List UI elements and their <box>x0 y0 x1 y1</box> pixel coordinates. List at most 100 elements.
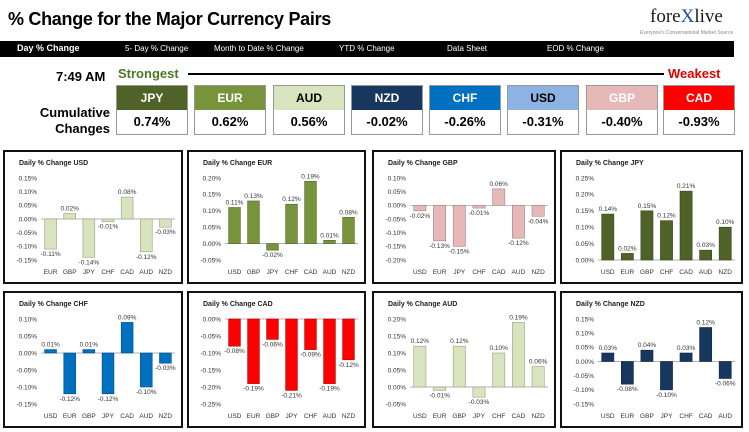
nav-day-change[interactable]: Day % Change <box>17 43 80 53</box>
bar <box>101 352 115 395</box>
data-label: -0.19% <box>243 386 264 393</box>
bar <box>323 240 336 244</box>
data-label: -0.01% <box>429 392 450 399</box>
y-tick-label: 0.10% <box>388 175 407 182</box>
x-tick-label: AUD <box>139 413 153 420</box>
data-label: -0.10% <box>656 392 677 399</box>
chart-panel-7: Daily % Change NZD 0.15% 0.10% 0.05% 0.00% -0… <box>560 291 743 428</box>
bar <box>342 318 355 361</box>
bar <box>433 205 446 242</box>
y-tick-label: 0.00% <box>19 350 38 357</box>
x-tick-label: USD <box>601 413 615 420</box>
y-tick-label: 0.10% <box>576 225 595 232</box>
data-label: -0.11% <box>41 251 61 258</box>
x-tick-label: CHF <box>472 269 485 276</box>
nav-eod-change[interactable]: EOD % Change <box>547 44 604 53</box>
bar <box>413 345 427 388</box>
data-label: -0.08% <box>617 386 638 393</box>
tile-nzd: NZD -0.02% <box>351 85 423 135</box>
bar <box>266 243 279 251</box>
page-title: % Change for the Major Currency Pairs <box>8 9 331 29</box>
x-tick-label: EUR <box>44 269 58 276</box>
y-tick-label: 0.00% <box>203 316 222 323</box>
data-label: -0.13% <box>429 243 450 250</box>
y-tick-label: 0.15% <box>19 175 38 182</box>
data-label: -0.12% <box>508 240 529 247</box>
y-tick-label: 0.05% <box>576 345 595 352</box>
forexlive-logo[interactable]: foreXlive Everyone's Conversational Mark… <box>640 6 733 38</box>
x-tick-label: GBP <box>640 269 654 276</box>
tile-currency: JPY <box>117 86 187 110</box>
bar <box>433 386 446 391</box>
data-label: -0.06% <box>262 341 283 348</box>
nav-data-sheet[interactable]: Data Sheet <box>447 44 488 53</box>
x-tick-label: EUR <box>63 413 77 420</box>
bar <box>452 345 466 388</box>
bar <box>601 352 615 362</box>
bar <box>679 352 693 362</box>
y-tick-label: -0.20% <box>385 257 406 264</box>
data-label: 0.08% <box>339 209 358 216</box>
tile-currency: USD <box>508 86 578 110</box>
bar <box>140 352 153 388</box>
bar <box>660 361 673 391</box>
x-tick-label: JPY <box>661 413 674 420</box>
data-label: -0.04% <box>528 218 549 225</box>
logo-text-left: fore <box>650 6 681 27</box>
x-tick-label: CHF <box>492 413 505 420</box>
x-tick-label: CHF <box>679 413 692 420</box>
bar <box>63 213 76 220</box>
data-label: -0.02% <box>410 213 431 220</box>
y-tick-label: 0.10% <box>576 330 595 337</box>
x-tick-label: AUD <box>323 413 337 420</box>
data-label: -0.12% <box>59 396 80 403</box>
nav-ytd-change[interactable]: YTD % Change <box>339 44 395 53</box>
chart-svg: Daily % Change JPY 0.25% 0.20% 0.15% 0.10% 0.… <box>576 160 735 276</box>
y-tick-label: 0.00% <box>576 257 595 264</box>
y-tick-label: 0.05% <box>576 241 595 248</box>
bar <box>472 205 486 209</box>
chart-svg: Daily % Change GBP0.10%0.05%0.00%-0.05%-… <box>385 160 549 276</box>
y-tick-label: 0.05% <box>19 333 38 340</box>
bar <box>452 205 466 247</box>
data-label: -0.01% <box>469 210 490 217</box>
x-tick-label: CAD <box>512 413 526 420</box>
y-tick-label: -0.05% <box>16 230 37 237</box>
y-tick-label: -0.10% <box>385 230 406 237</box>
y-tick-label: -0.10% <box>16 244 37 251</box>
bar <box>285 203 298 244</box>
y-tick-label: -0.05% <box>200 257 221 264</box>
x-tick-label: CAD <box>120 413 134 420</box>
tile-value: -0.93% <box>678 114 720 129</box>
data-label: 0.13% <box>244 193 263 200</box>
data-label: -0.15% <box>449 248 470 255</box>
x-tick-label: EUR <box>433 269 447 276</box>
data-label: -0.03% <box>469 399 490 406</box>
data-label: -0.08% <box>224 348 245 355</box>
chart-title: Daily % Change NZD <box>576 301 645 308</box>
bar <box>228 207 241 244</box>
x-tick-label: USD <box>228 413 242 420</box>
bar <box>266 318 279 340</box>
data-label: 0.12% <box>450 338 469 345</box>
nav-month-to-date-change[interactable]: Month to Date % Change <box>214 44 304 53</box>
y-tick-label: -0.05% <box>16 367 37 374</box>
tile-currency: GBP <box>587 86 657 110</box>
data-label: 0.03% <box>677 345 696 352</box>
x-tick-label: NZD <box>531 413 545 420</box>
bar <box>63 352 76 395</box>
x-tick-label: AUD <box>718 413 732 420</box>
y-tick-label: 0.10% <box>19 189 38 196</box>
nav-5-day-change[interactable]: 5- Day % Change <box>125 44 189 53</box>
bar <box>472 386 486 398</box>
x-tick-label: NZD <box>159 269 173 276</box>
x-tick-label: AUD <box>512 269 526 276</box>
bar <box>620 253 634 261</box>
y-tick-label: 0.10% <box>19 316 38 323</box>
data-label: -0.12% <box>338 362 359 369</box>
bar <box>247 318 260 384</box>
y-tick-label: 0.05% <box>19 203 38 210</box>
data-label: 0.02% <box>618 245 637 252</box>
y-tick-label: 0.20% <box>388 316 407 323</box>
chart-panel-1: Daily % Change EUR 0.20% 0.15% 0.10% 0.05% 0.… <box>187 150 366 284</box>
